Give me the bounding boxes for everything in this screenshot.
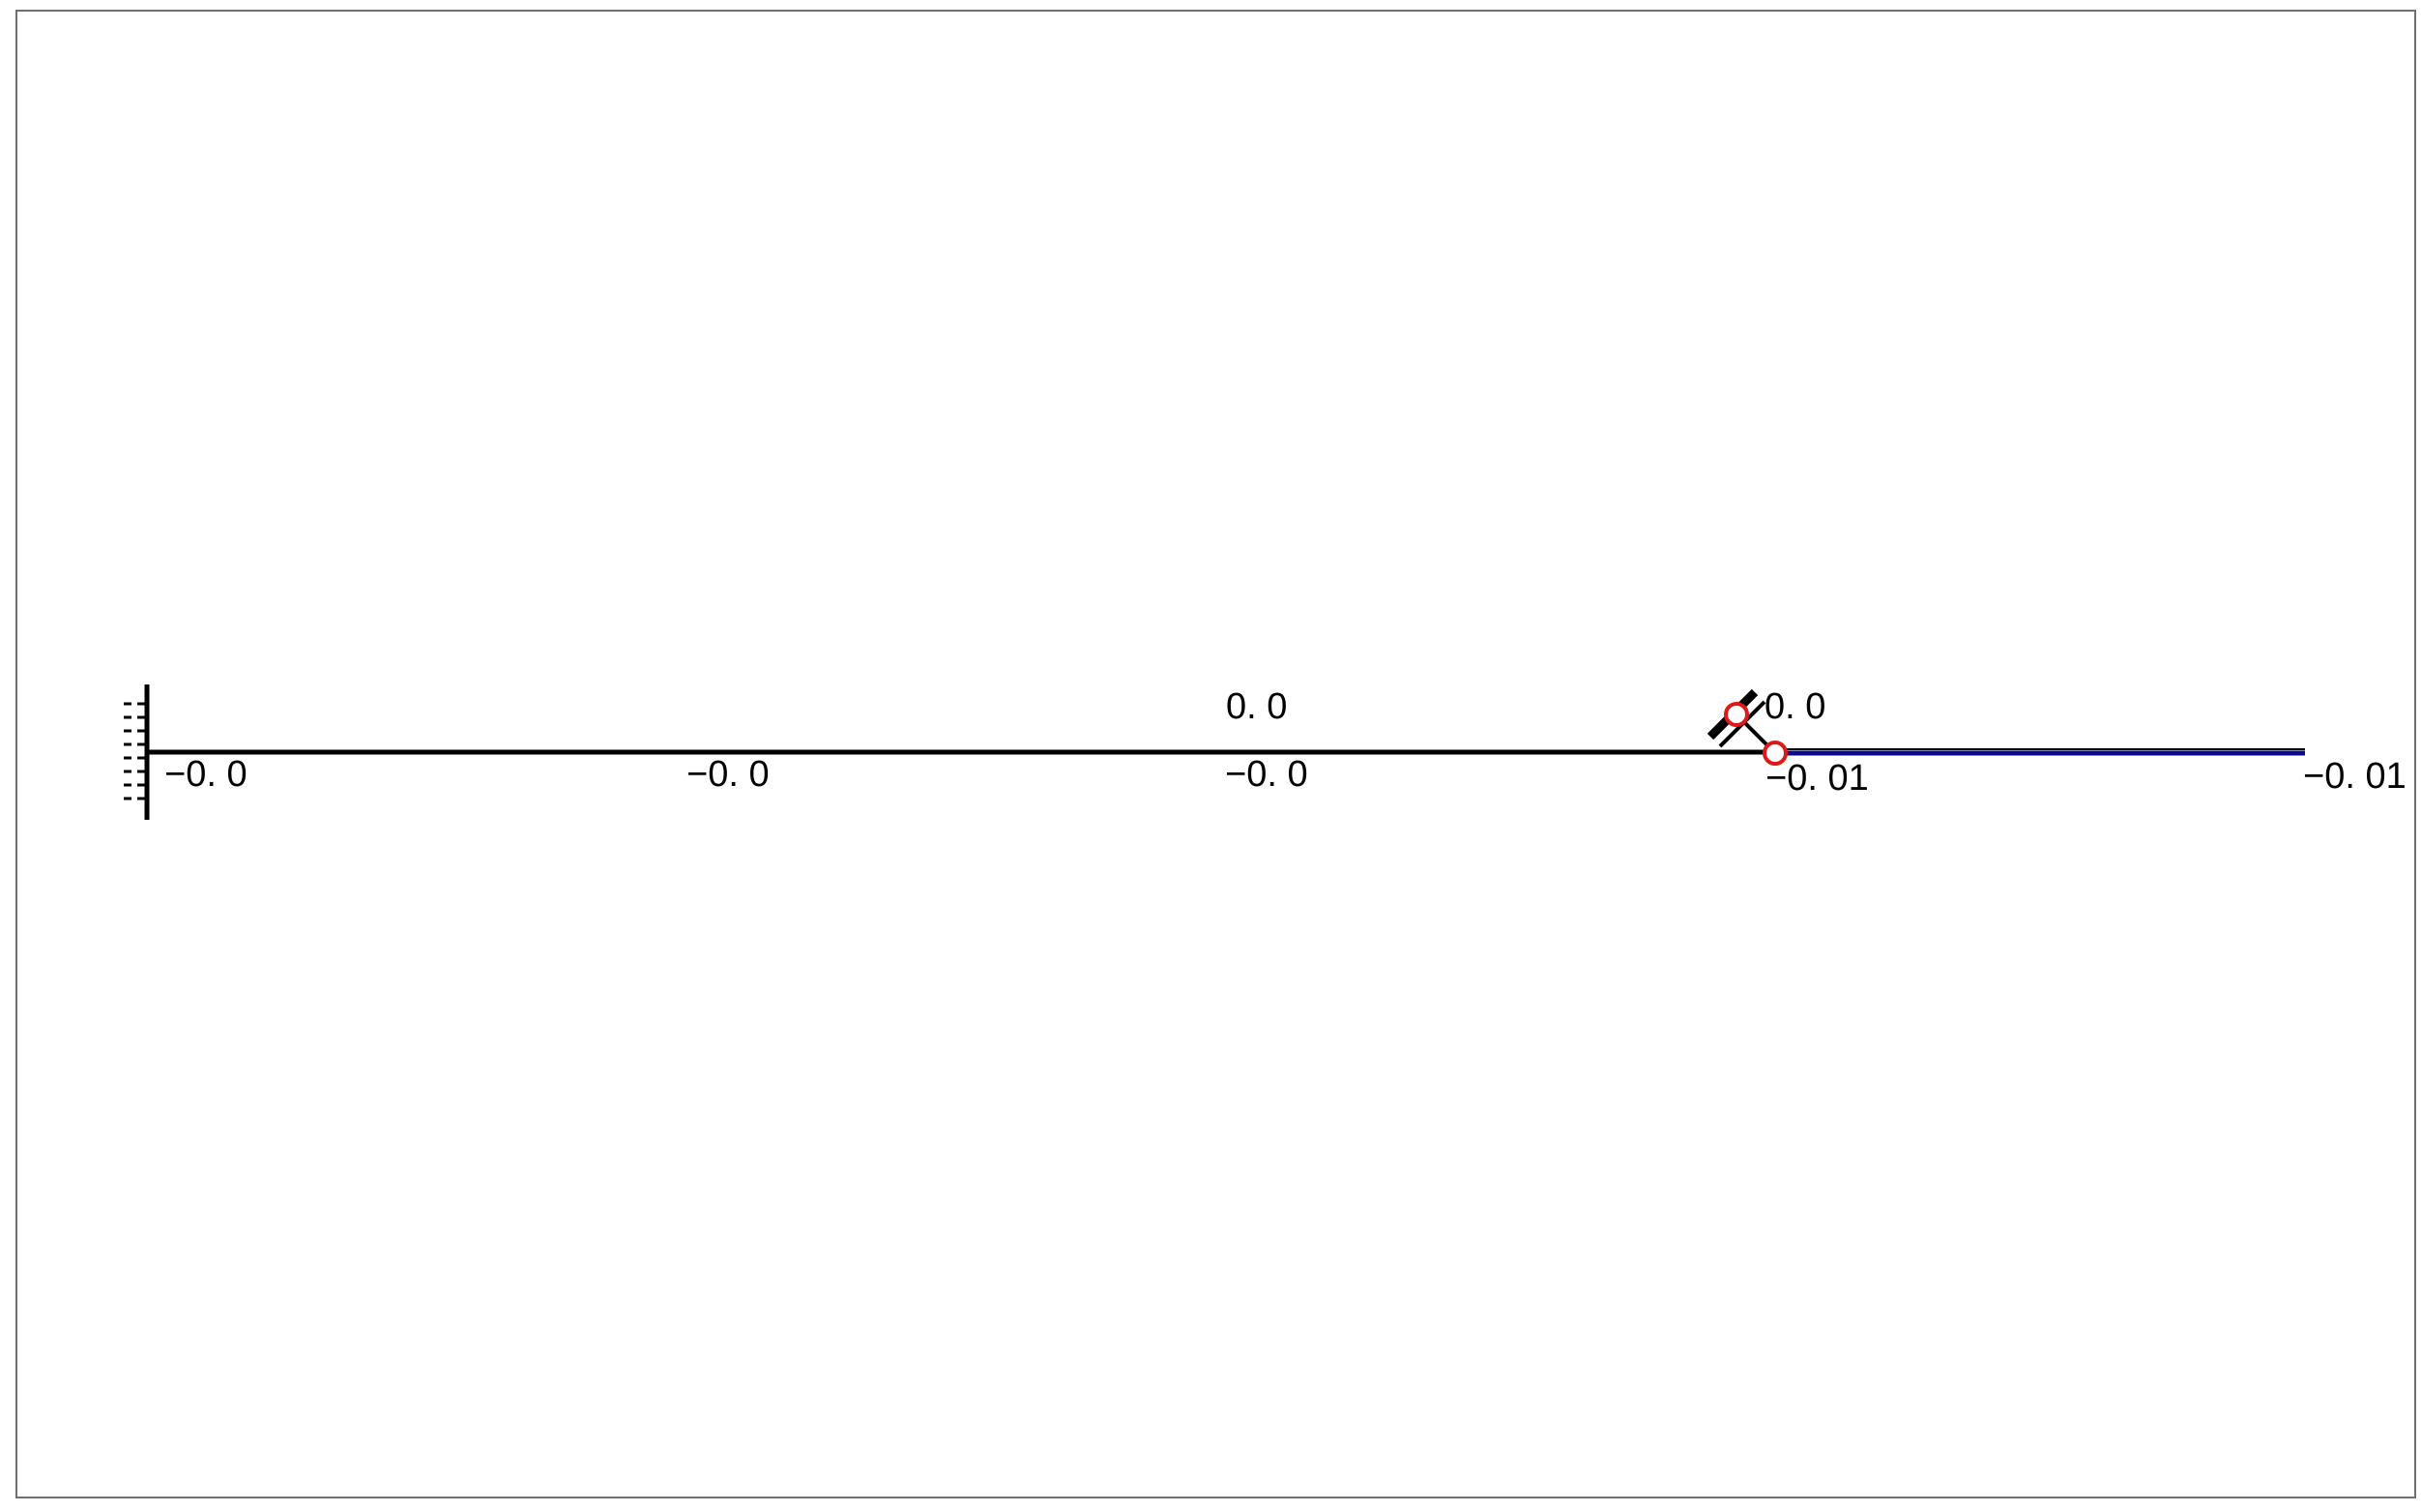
support-hatching [124, 702, 145, 800]
left-fixed-support [124, 684, 150, 820]
label-tick-4: −0. 01 [2303, 756, 2406, 797]
label-tick-1: −0. 0 [686, 754, 770, 795]
label-tick-0: −0. 0 [164, 754, 248, 795]
upper-hinge [1724, 702, 1749, 727]
label-tick-3: −0. 01 [1765, 758, 1869, 799]
label-upper-right: 0. 0 [1765, 686, 1825, 727]
label-upper-mid: 0. 0 [1226, 686, 1287, 727]
label-tick-2: −0. 0 [1225, 754, 1308, 795]
lower-hinge [1763, 741, 1788, 766]
